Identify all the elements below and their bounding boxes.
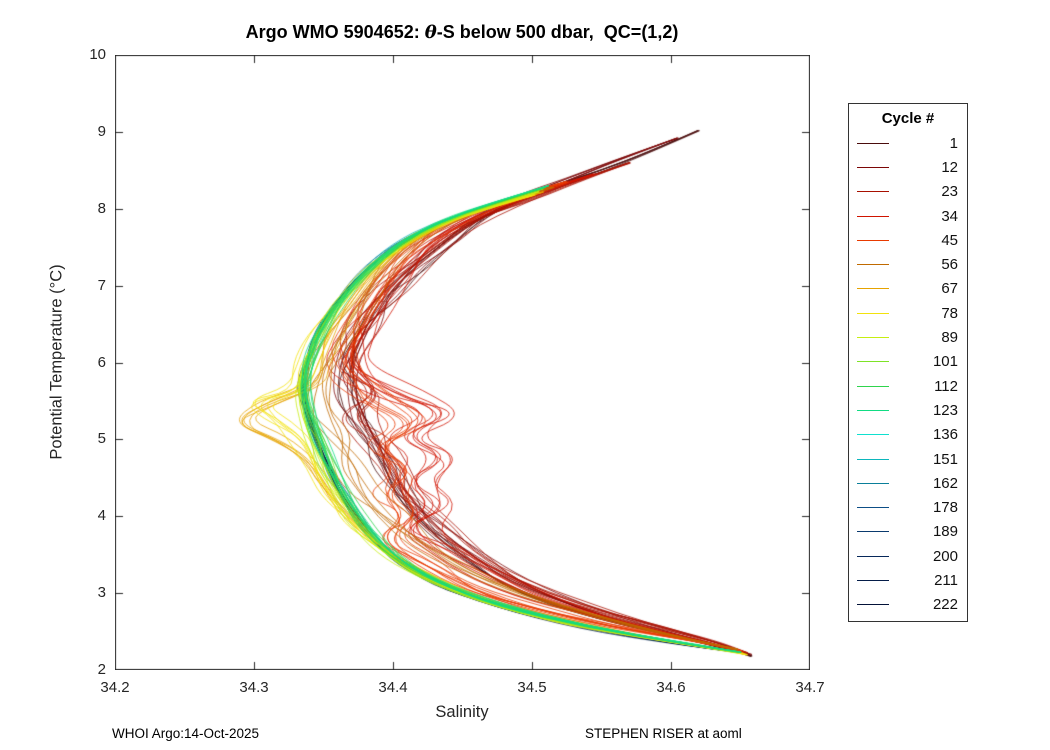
- legend-entry: 123: [849, 398, 967, 422]
- legend-line-swatch: [857, 555, 889, 557]
- legend-entry: 23: [849, 180, 967, 204]
- x-tick-label: 34.2: [100, 679, 130, 696]
- legend-title: Cycle #: [881, 110, 935, 127]
- legend-entry: 45: [849, 228, 967, 252]
- legend-line-swatch: [857, 409, 889, 411]
- legend-entry: 1: [849, 131, 967, 155]
- legend-entry-label: 136: [932, 426, 958, 444]
- legend: Cycle # 1 12 23 34 45 56 67 78 89 101 112 123 136 151…: [848, 103, 968, 622]
- legend-entries: 1 12 23 34 45 56 67 78 89 101 112 123 136 151 162 178 18…: [849, 131, 967, 617]
- x-tick-label: 34.3: [239, 679, 269, 696]
- legend-line-swatch: [857, 458, 889, 460]
- legend-line-swatch: [857, 288, 889, 290]
- y-tick-label: 6: [97, 353, 106, 371]
- legend-entry-label: 123: [932, 401, 958, 419]
- y-tick-label: 10: [89, 46, 106, 63]
- legend-line-swatch: [857, 312, 889, 314]
- footer-left-text: WHOI Argo:14-Oct-2025: [112, 726, 260, 741]
- x-tick-label: 34.6: [656, 679, 686, 696]
- legend-line-swatch: [857, 507, 889, 509]
- legend-entry: 67: [849, 277, 967, 301]
- legend-entry: 151: [849, 447, 967, 471]
- chart-title-prefix: Argo WMO 5904652:: [245, 22, 425, 42]
- x-tick-label: 34.5: [517, 679, 547, 696]
- y-tick-label: 9: [97, 122, 106, 140]
- legend-line-swatch: [857, 579, 889, 581]
- legend-line-swatch: [857, 361, 889, 363]
- y-tick-label: 5: [97, 430, 106, 448]
- legend-entry: 222: [849, 593, 967, 617]
- legend-entry: 178: [849, 495, 967, 519]
- x-tick-label: 34.4: [378, 679, 408, 696]
- legend-entry: 112: [849, 374, 967, 398]
- y-tick-label: 4: [97, 507, 106, 525]
- legend-entry: 56: [849, 252, 967, 276]
- legend-entry-label: 112: [934, 377, 958, 395]
- legend-entry-label: 78: [941, 304, 958, 322]
- legend-entry: 200: [849, 544, 967, 568]
- legend-entry: 12: [849, 155, 967, 179]
- legend-line-swatch: [857, 166, 889, 168]
- legend-entry-label: 67: [941, 280, 958, 298]
- legend-line-swatch: [857, 434, 889, 436]
- legend-line-swatch: [857, 215, 889, 217]
- legend-entry-label: 23: [941, 183, 958, 201]
- legend-entry-label: 222: [932, 596, 958, 614]
- legend-line-swatch: [857, 191, 889, 193]
- theta-symbol: θ: [424, 22, 437, 43]
- legend-line-swatch: [857, 142, 889, 144]
- legend-entry-label: 56: [941, 256, 958, 274]
- legend-entry: 162: [849, 471, 967, 495]
- y-tick-label: 7: [97, 276, 106, 294]
- legend-line-swatch: [857, 531, 889, 533]
- legend-entry: 189: [849, 520, 967, 544]
- legend-entry-label: 162: [932, 474, 958, 492]
- legend-entry-label: 211: [934, 571, 958, 589]
- legend-line-swatch: [857, 482, 889, 484]
- legend-entry-label: 151: [932, 450, 958, 468]
- legend-entry-label: 200: [932, 547, 958, 565]
- legend-line-swatch: [857, 385, 889, 387]
- chart-title-suffix: -S below 500 dbar, QC=(1,2): [436, 22, 679, 42]
- y-tick-label: 3: [97, 584, 106, 602]
- legend-entry: 211: [849, 568, 967, 592]
- legend-line-swatch: [857, 337, 889, 339]
- legend-entry: 136: [849, 423, 967, 447]
- legend-entry: 34: [849, 204, 967, 228]
- legend-entry-label: 45: [941, 231, 958, 249]
- legend-entry-label: 178: [932, 499, 958, 517]
- legend-entry-label: 189: [932, 523, 958, 541]
- legend-line-swatch: [857, 239, 889, 241]
- legend-entry-label: 1: [949, 134, 958, 152]
- legend-entry-label: 12: [941, 158, 958, 176]
- legend-line-swatch: [857, 604, 889, 606]
- y-tick-label: 2: [97, 661, 106, 678]
- legend-line-swatch: [857, 264, 889, 266]
- legend-entry-label: 89: [941, 329, 958, 347]
- chart-title: Argo WMO 5904652: θ-S below 500 dbar, QC…: [246, 22, 679, 43]
- x-tick-label: 34.7: [795, 679, 825, 696]
- legend-entry: 89: [849, 325, 967, 349]
- legend-entry: 78: [849, 301, 967, 325]
- plot-canvas: [115, 55, 810, 670]
- y-tick-label: 8: [97, 199, 106, 217]
- legend-entry-label: 101: [932, 353, 958, 371]
- x-axis-label: Salinity: [435, 703, 489, 721]
- legend-entry-label: 34: [941, 207, 958, 225]
- footer-right-text: STEPHEN RISER at aoml: [585, 726, 742, 741]
- legend-entry: 101: [849, 350, 967, 374]
